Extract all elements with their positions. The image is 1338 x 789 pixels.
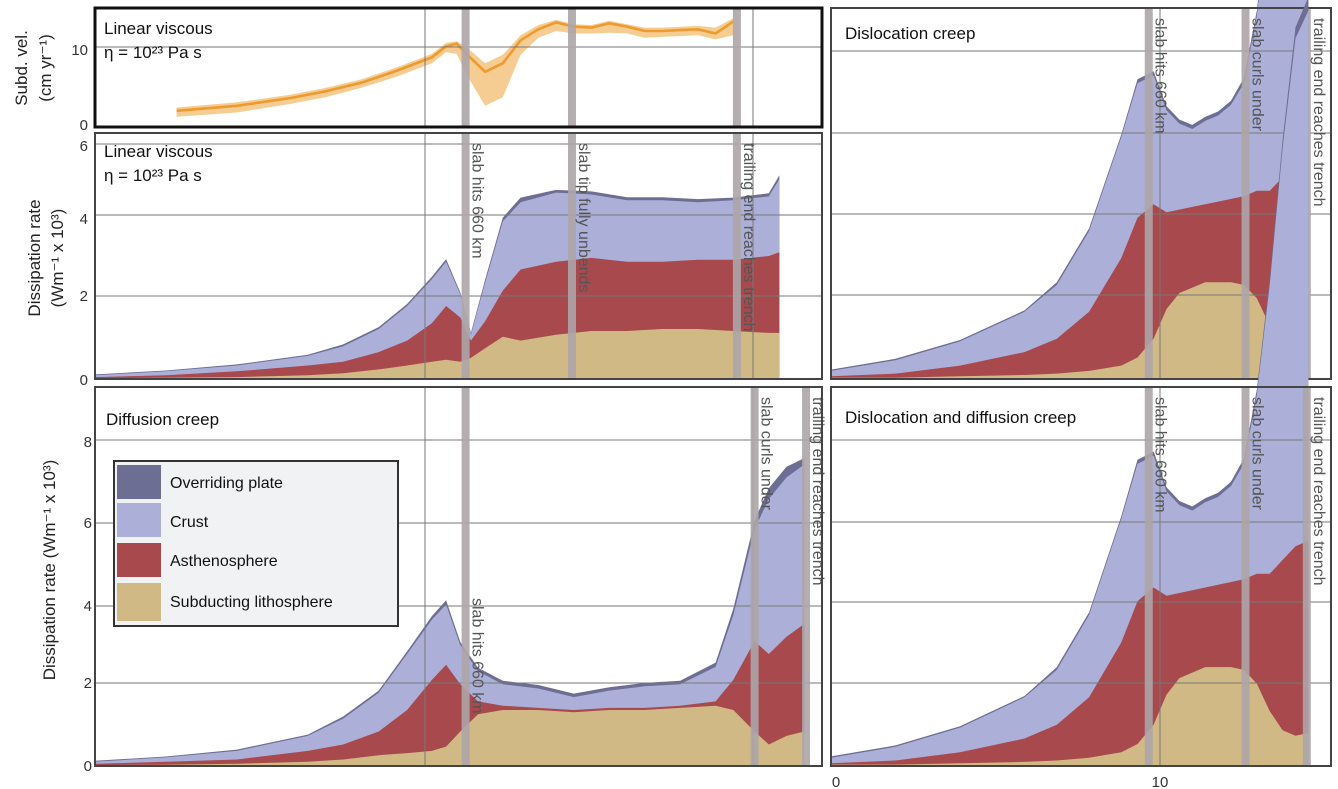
event-annotation: slab tip fully unbends xyxy=(575,143,592,292)
y-axis-label: Dissipation rate xyxy=(25,199,44,316)
y-tick-label: 4 xyxy=(84,598,92,615)
event-annotation: slab hits 660 km xyxy=(1152,18,1169,134)
event-annotation: trailing end reaches trench xyxy=(809,397,826,586)
y-tick-label: 0 xyxy=(80,117,88,134)
event-annotation: slab curls under xyxy=(1249,18,1266,132)
y-tick-label: 2 xyxy=(84,675,92,692)
area-crust xyxy=(831,10,1309,766)
event-bar xyxy=(732,133,741,379)
event-bar xyxy=(1144,8,1153,379)
panel-linear-frame xyxy=(94,132,823,380)
panel-diffusion-frame xyxy=(94,386,823,767)
x-tick-label: 0 xyxy=(832,774,840,789)
panel-dislocation-title: Dislocation creep xyxy=(845,24,975,43)
panel-linear-viscous: slab hits 660 km slab tip fully unbends tr… xyxy=(25,132,823,389)
y-axis-label: (Wm⁻¹ x 10³) xyxy=(48,209,67,308)
y-tick-label: 8 xyxy=(84,434,92,451)
event-bar xyxy=(461,387,470,766)
event-annotation: slab hits 660 km xyxy=(469,598,486,714)
area-crust xyxy=(95,464,805,766)
panel-velocity-title: Linear viscous xyxy=(104,19,213,38)
event-bar xyxy=(1241,8,1250,379)
legend-swatch-crust xyxy=(117,503,161,537)
area-subducting-lithosphere xyxy=(831,667,1309,766)
event-bar xyxy=(1302,387,1311,766)
event-annotation: slab curls under xyxy=(1249,397,1266,511)
panel-diffusion-creep: slab hits 660 km slab curls under trailing… xyxy=(40,386,826,775)
y-tick-label: 0 xyxy=(80,372,88,389)
velocity-line xyxy=(176,20,735,113)
event-annotation: trailing end reaches trench xyxy=(740,143,757,332)
area-subducting-lithosphere xyxy=(95,329,780,379)
panel-dislocation-creep: slab hits 660 km slab curls under trailing… xyxy=(830,0,1332,380)
legend-label: Overriding plate xyxy=(170,475,283,492)
event-bar xyxy=(567,133,576,379)
legend-box xyxy=(113,460,399,627)
panel-velocity: Linear viscous η = 10²³ Pa s 10 0 Subd. … xyxy=(12,6,824,134)
event-annotation: slab hits 660 km xyxy=(1152,397,1169,513)
event-annotation: slab curls under xyxy=(758,397,775,511)
event-bar xyxy=(1144,387,1153,766)
panel-diffusion-title: Diffusion creep xyxy=(106,410,219,429)
event-annotation: slab hits 660 km xyxy=(469,143,486,259)
y-tick-label: 4 xyxy=(80,211,88,228)
legend-label: Crust xyxy=(170,514,209,531)
event-bar xyxy=(567,8,576,127)
y-tick-label: 0 xyxy=(84,758,92,775)
event-bar xyxy=(461,8,470,127)
event-bar xyxy=(750,387,759,766)
panel-linear-subtitle: η = 10²³ Pa s xyxy=(104,166,202,185)
event-bar xyxy=(461,133,470,379)
panel-velocity-frame xyxy=(93,6,824,129)
legend-label: Asthenosphere xyxy=(170,553,278,570)
y-axis-label: Subd. vel. xyxy=(12,30,31,106)
panel-combined-title: Dislocation and diffusion creep xyxy=(845,408,1076,427)
panel-combined-frame xyxy=(830,386,1332,767)
legend-swatch-overriding-plate xyxy=(117,465,161,499)
area-subducting-lithosphere xyxy=(95,705,805,766)
y-axis-label: Dissipation rate (Wm⁻¹ x 10³) xyxy=(40,460,59,681)
area-subducting-lithosphere xyxy=(831,282,1309,379)
event-bar xyxy=(802,387,811,766)
legend: Overriding plate Crust Asthenosphere Sub… xyxy=(113,460,399,627)
event-bar xyxy=(1241,387,1250,766)
event-annotation: trailing end reaches trench xyxy=(1310,397,1327,586)
y-axis-label: (cm yr⁻¹) xyxy=(36,34,55,102)
panel-dislocation-diffusion-creep: slab hits 660 km slab curls under trailing… xyxy=(830,0,1332,789)
panel-dislocation-frame xyxy=(830,7,1332,380)
legend-swatch-asthenosphere xyxy=(117,543,161,577)
legend-label: Subducting lithosphere xyxy=(170,594,333,611)
event-annotation: trailing end reaches trench xyxy=(1310,18,1327,207)
panel-velocity-subtitle: η = 10²³ Pa s xyxy=(104,43,202,62)
legend-swatch-subducting-lithosphere xyxy=(117,583,161,621)
x-tick-label: 10 xyxy=(1152,774,1169,789)
y-tick-label: 6 xyxy=(80,138,88,155)
panel-linear-title: Linear viscous xyxy=(104,142,213,161)
event-bar xyxy=(732,8,741,127)
y-tick-label: 2 xyxy=(80,288,88,305)
y-tick-label: 10 xyxy=(71,42,88,59)
y-tick-label: 6 xyxy=(84,515,92,532)
